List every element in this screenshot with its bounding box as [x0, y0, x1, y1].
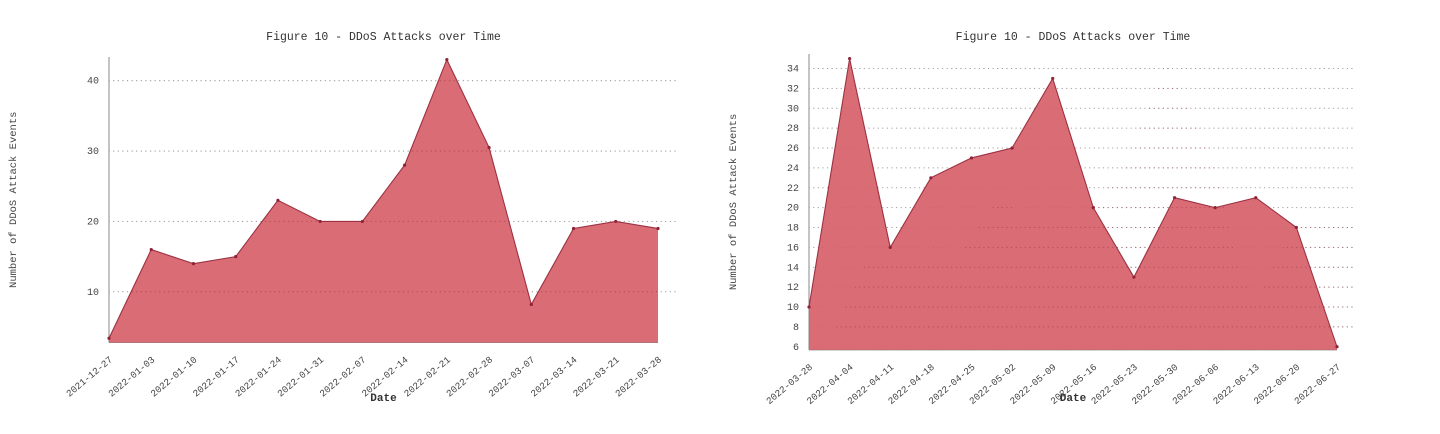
svg-text:6: 6 — [793, 343, 799, 354]
svg-text:10: 10 — [787, 303, 799, 314]
svg-text:Number of DDoS Attack Events: Number of DDoS Attack Events — [8, 112, 20, 288]
svg-text:Date: Date — [370, 393, 397, 405]
svg-text:10: 10 — [87, 288, 99, 299]
svg-text:30: 30 — [87, 147, 99, 158]
svg-text:30: 30 — [787, 104, 799, 115]
svg-text:Number of DDoS Attack Events: Number of DDoS Attack Events — [728, 114, 740, 290]
svg-text:2022-03-28: 2022-03-28 — [613, 354, 664, 399]
svg-text:26: 26 — [787, 144, 799, 155]
svg-text:20: 20 — [87, 217, 99, 228]
svg-text:12: 12 — [787, 283, 799, 294]
svg-text:22: 22 — [787, 184, 799, 195]
svg-text:18: 18 — [787, 224, 799, 235]
svg-text:24: 24 — [787, 164, 799, 175]
svg-text:14: 14 — [787, 263, 799, 274]
svg-text:32: 32 — [787, 84, 799, 95]
svg-text:16: 16 — [787, 243, 799, 254]
svg-text:8: 8 — [793, 323, 799, 334]
svg-text:Figure 10 - DDoS Attacks over: Figure 10 - DDoS Attacks over Time — [956, 31, 1191, 44]
svg-text:28: 28 — [787, 124, 799, 135]
svg-text:20: 20 — [787, 204, 799, 215]
svg-text:Date: Date — [1060, 393, 1087, 405]
svg-text:34: 34 — [787, 65, 799, 76]
svg-text:40: 40 — [87, 77, 99, 88]
svg-text:Figure 10 - DDoS Attacks over: Figure 10 - DDoS Attacks over Time — [266, 31, 501, 44]
